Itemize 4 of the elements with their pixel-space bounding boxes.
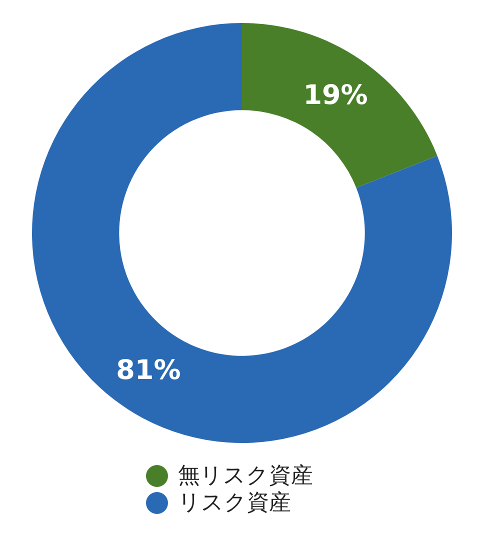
legend-label: 無リスク資産 (178, 464, 313, 488)
data-label: 19% (303, 80, 368, 111)
data-label: 81% (116, 355, 181, 386)
legend-label: リスク資産 (178, 490, 291, 516)
